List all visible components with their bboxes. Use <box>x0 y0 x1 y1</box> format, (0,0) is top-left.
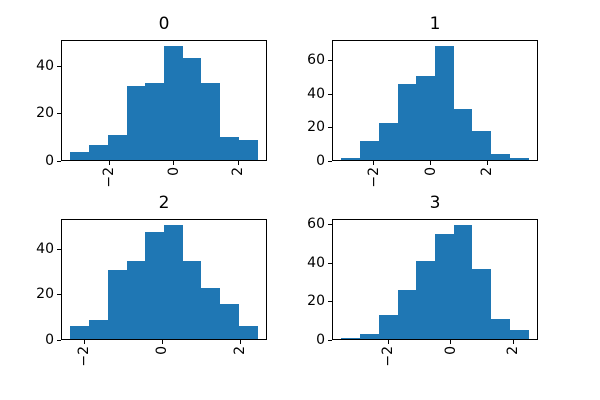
histogram-bar <box>89 319 108 340</box>
histogram-bar <box>145 83 164 161</box>
subplot-title: 1 <box>429 14 441 34</box>
y-tick-mark <box>328 60 332 62</box>
subplot-title: 0 <box>158 14 170 34</box>
subplot-title: 3 <box>429 193 441 213</box>
histogram-bar <box>220 137 239 161</box>
histogram-bar <box>397 290 417 340</box>
x-tick-mark <box>83 340 85 344</box>
histogram-bar <box>378 315 398 340</box>
histogram-bar <box>126 260 146 340</box>
y-tick-label: 20 <box>307 119 325 136</box>
histogram-bar <box>378 122 398 161</box>
histogram-bar <box>453 109 473 161</box>
y-tick-label: 20 <box>36 286 54 303</box>
x-tick-label: −2 <box>76 346 93 367</box>
x-tick-mark <box>108 161 110 165</box>
y-tick-label: 20 <box>36 105 54 122</box>
histogram-bar <box>164 224 183 340</box>
plot-area <box>332 219 538 340</box>
histogram-bar <box>70 326 90 340</box>
histogram-bar <box>509 330 529 340</box>
histogram-bar <box>164 45 183 161</box>
histogram-bar <box>107 135 127 161</box>
y-tick-label: 20 <box>307 293 325 310</box>
histogram-bar <box>70 151 90 161</box>
x-tick-label: −2 <box>380 346 397 367</box>
y-tick-label: 0 <box>316 331 325 348</box>
histogram-bar <box>416 75 435 161</box>
x-tick-label: 2 <box>232 346 249 355</box>
histogram-bar <box>238 139 258 161</box>
histogram-bar <box>126 85 146 161</box>
y-tick-mark <box>57 339 61 341</box>
histogram-bar <box>220 303 239 340</box>
histogram-bar <box>182 260 202 340</box>
histogram-bar <box>182 57 202 161</box>
histogram-bar <box>472 130 492 161</box>
y-tick-label: 0 <box>45 331 54 348</box>
y-tick-label: 60 <box>307 52 325 69</box>
y-tick-label: 40 <box>36 58 54 75</box>
y-tick-mark <box>328 160 332 162</box>
x-tick-mark <box>239 340 241 344</box>
y-tick-mark <box>328 301 332 303</box>
x-tick-label: 0 <box>154 346 171 355</box>
x-tick-label: 2 <box>505 346 522 355</box>
y-tick-mark <box>57 113 61 115</box>
plot-area <box>332 40 538 161</box>
x-tick-mark <box>173 161 175 165</box>
histogram-bar <box>107 269 127 340</box>
y-tick-mark <box>57 160 61 162</box>
histogram-bar <box>397 84 417 161</box>
histogram-bar <box>341 338 361 340</box>
y-tick-label: 40 <box>36 241 54 258</box>
histogram-bar <box>360 140 379 161</box>
histogram-bar <box>453 224 473 340</box>
histogram-bar <box>89 144 108 161</box>
histogram-bar <box>435 234 454 340</box>
x-tick-mark <box>486 161 488 165</box>
histogram-bar <box>201 288 221 340</box>
y-tick-mark <box>57 249 61 251</box>
histogram-bar <box>435 45 454 161</box>
histogram-bar <box>145 231 164 340</box>
y-tick-label: 0 <box>45 152 54 169</box>
histogram-bar <box>416 261 435 340</box>
y-tick-label: 40 <box>307 85 325 102</box>
y-tick-mark <box>57 294 61 296</box>
plot-area <box>61 40 267 161</box>
x-tick-mark <box>512 340 514 344</box>
x-tick-mark <box>430 161 432 165</box>
histogram-bar <box>491 318 510 340</box>
histogram-bar <box>238 326 258 340</box>
histogram-bar <box>509 157 529 161</box>
x-tick-mark <box>161 340 163 344</box>
x-tick-mark <box>387 340 389 344</box>
y-tick-label: 60 <box>307 216 325 233</box>
y-tick-mark <box>328 262 332 264</box>
y-tick-mark <box>328 339 332 341</box>
histogram-bar <box>360 334 379 340</box>
y-tick-label: 40 <box>307 254 325 271</box>
x-tick-mark <box>373 161 375 165</box>
histogram-bar <box>201 83 221 161</box>
y-tick-mark <box>57 66 61 68</box>
y-tick-label: 0 <box>316 152 325 169</box>
x-tick-mark <box>237 161 239 165</box>
histogram-bar <box>491 154 510 161</box>
subplot-title: 2 <box>158 193 170 213</box>
x-tick-mark <box>450 340 452 344</box>
x-tick-label: 0 <box>442 346 459 355</box>
plot-area <box>61 219 267 340</box>
y-tick-mark <box>328 93 332 95</box>
histogram-bar <box>341 157 361 161</box>
y-tick-mark <box>328 224 332 226</box>
y-tick-mark <box>328 127 332 129</box>
histogram-bar <box>472 268 492 340</box>
